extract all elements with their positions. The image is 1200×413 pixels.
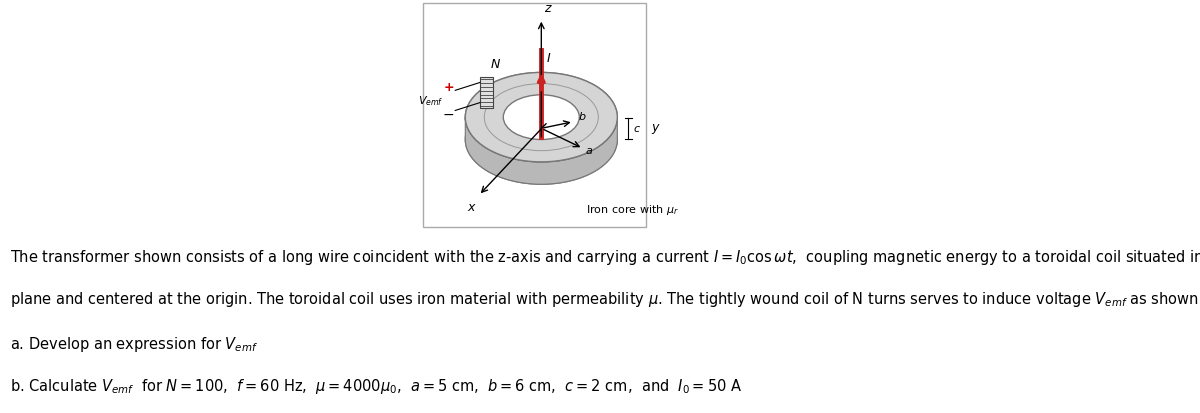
Ellipse shape: [466, 95, 617, 185]
Polygon shape: [466, 118, 617, 185]
Text: $N$: $N$: [490, 58, 502, 71]
Text: −: −: [443, 107, 455, 121]
Text: $I$: $I$: [546, 52, 551, 65]
Text: $x$: $x$: [467, 200, 476, 214]
Ellipse shape: [503, 95, 580, 140]
Text: b. Calculate $V_{emf}$  for $N = 100$,  $f = 60$ Hz,  $\mu = 4000\mu_0$,  $a = 5: b. Calculate $V_{emf}$ for $N = 100$, $f…: [10, 376, 742, 395]
Text: +: +: [443, 81, 454, 94]
Text: $V_{emf}$: $V_{emf}$: [419, 94, 444, 108]
Text: $c$: $c$: [632, 124, 641, 134]
Text: $z$: $z$: [544, 2, 552, 15]
Text: Iron core with $\mu_r$: Iron core with $\mu_r$: [586, 202, 679, 216]
Text: $b$: $b$: [578, 110, 587, 122]
Text: plane and centered at the origin. The toroidal coil uses iron material with perm: plane and centered at the origin. The to…: [10, 289, 1200, 308]
Ellipse shape: [503, 95, 580, 140]
Text: $a$: $a$: [586, 145, 594, 156]
Ellipse shape: [503, 118, 580, 162]
Ellipse shape: [466, 73, 617, 162]
Text: The transformer shown consists of a long wire coincident with the z-axis and car: The transformer shown consists of a long…: [10, 248, 1200, 267]
Bar: [480, 78, 493, 109]
Polygon shape: [503, 118, 580, 162]
Text: a. Develop an expression for $V_{emf}$: a. Develop an expression for $V_{emf}$: [10, 335, 258, 354]
Ellipse shape: [466, 73, 617, 162]
Text: $y$: $y$: [650, 122, 661, 136]
